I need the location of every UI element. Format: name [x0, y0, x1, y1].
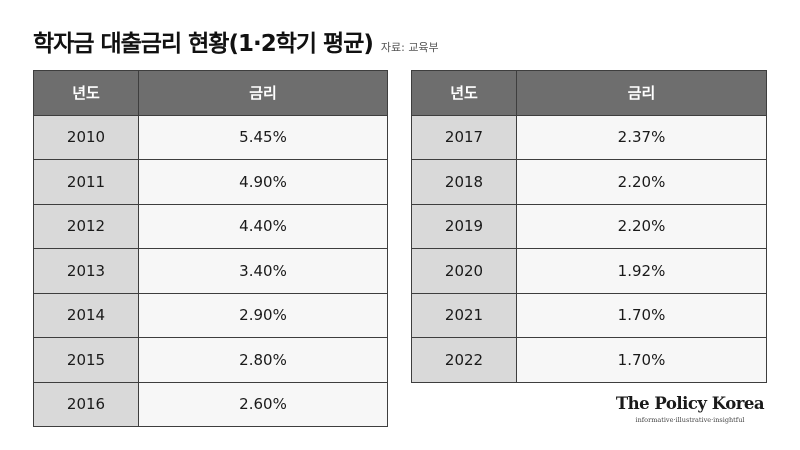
year-cell: 2013 [33, 248, 139, 294]
table-row: 2011 4.90% [33, 159, 388, 205]
column-header-year: 년도 [411, 70, 517, 116]
table-row: 2016 2.60% [33, 381, 388, 427]
year-cell: 2011 [33, 159, 139, 205]
rate-cell: 4.90% [138, 159, 388, 205]
rate-cell: 2.60% [138, 381, 388, 427]
rate-cell: 1.70% [516, 337, 767, 383]
year-cell: 2015 [33, 337, 139, 383]
table-row: 2017 2.37% [411, 114, 767, 160]
year-cell: 2019 [411, 203, 517, 249]
year-cell: 2010 [33, 114, 139, 160]
rate-cell: 1.92% [516, 248, 767, 294]
rate-cell: 1.70% [516, 292, 767, 338]
source-note: 자료: 교육부 [380, 41, 439, 54]
rate-table-right: 년도 금리 2017 2.37% 2018 2.20% 2019 2.20% 2020 1.9… [411, 70, 767, 383]
rate-cell: 2.20% [516, 203, 767, 249]
column-header-rate: 금리 [516, 70, 767, 116]
rate-cell: 2.20% [516, 159, 767, 205]
brand-logo: The Policy Korea informative·illustrativ… [612, 394, 768, 424]
table-row: 2020 1.92% [411, 248, 767, 294]
year-cell: 2017 [411, 114, 517, 160]
year-cell: 2014 [33, 292, 139, 338]
table-row: 2010 5.45% [33, 114, 388, 160]
year-cell: 2021 [411, 292, 517, 338]
rate-cell: 2.37% [516, 114, 767, 160]
table-row: 2018 2.20% [411, 159, 767, 205]
rate-cell: 4.40% [138, 203, 388, 249]
table-row: 2021 1.70% [411, 292, 767, 338]
year-cell: 2018 [411, 159, 517, 205]
table-row: 2022 1.70% [411, 337, 767, 383]
brand-name: The Policy Korea [615, 394, 765, 413]
title-row: 학자금 대출금리 현황(1·2학기 평균) 자료: 교육부 [33, 24, 439, 64]
rate-cell: 2.80% [138, 337, 388, 383]
year-cell: 2016 [33, 381, 139, 427]
page-title: 학자금 대출금리 현황(1·2학기 평균) [33, 31, 374, 57]
table-row: 2013 3.40% [33, 248, 388, 294]
table-row: 2019 2.20% [411, 203, 767, 249]
table-header-row: 년도 금리 [33, 70, 388, 116]
year-cell: 2012 [33, 203, 139, 249]
rate-cell: 3.40% [138, 248, 388, 294]
year-cell: 2020 [411, 248, 517, 294]
brand-tagline: informative·illustrative·insightful [635, 416, 745, 424]
table-row: 2014 2.90% [33, 292, 388, 338]
table-row: 2012 4.40% [33, 203, 388, 249]
rate-cell: 5.45% [138, 114, 388, 160]
column-header-year: 년도 [33, 70, 139, 116]
rate-table-left: 년도 금리 2010 5.45% 2011 4.90% 2012 4.40% 2013 3.4… [33, 70, 388, 427]
year-cell: 2022 [411, 337, 517, 383]
table-row: 2015 2.80% [33, 337, 388, 383]
column-header-rate: 금리 [138, 70, 388, 116]
table-header-row: 년도 금리 [411, 70, 767, 116]
rate-cell: 2.90% [138, 292, 388, 338]
